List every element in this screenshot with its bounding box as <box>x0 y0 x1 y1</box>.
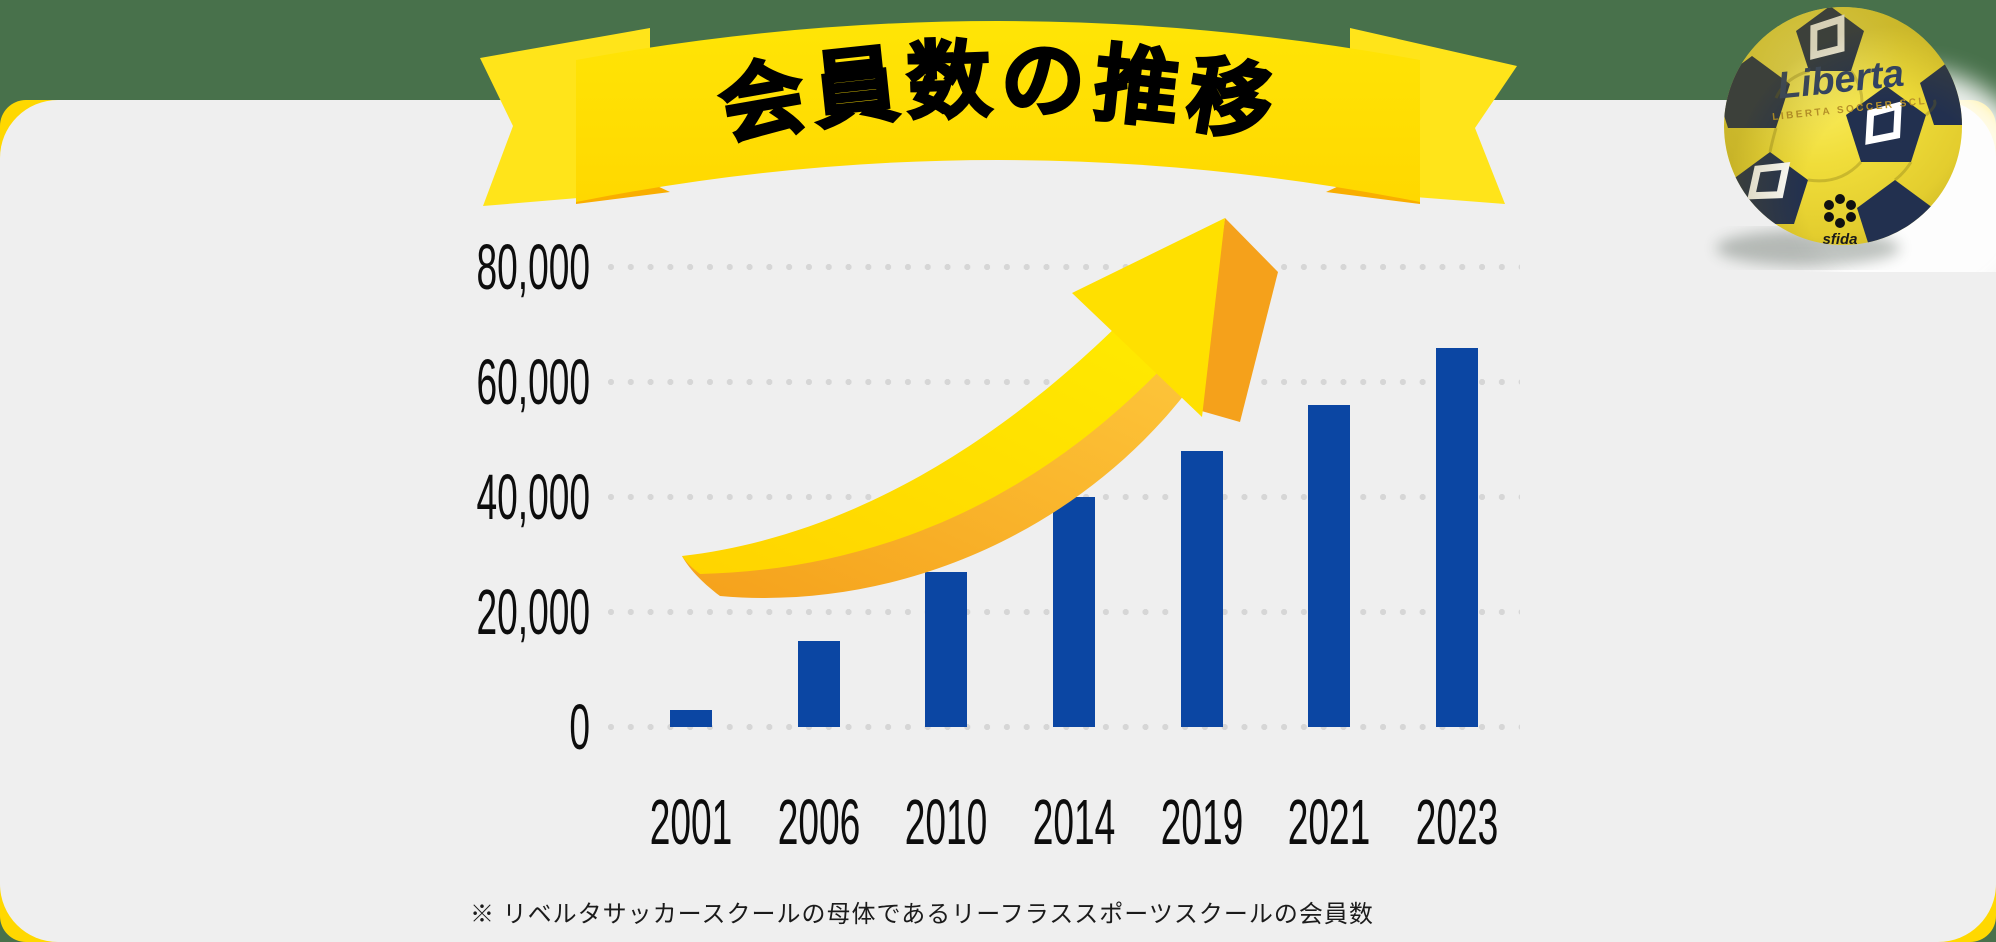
ball-shading <box>1724 7 1962 245</box>
y-axis-label-0: 0 <box>569 691 590 763</box>
soccer-ball: Liberta LIBERTA SOCCER SCL sfida <box>1716 7 1996 272</box>
x-axis-label-2001: 2001 <box>649 786 733 858</box>
bar-2023 <box>1436 347 1478 727</box>
gridline-0 <box>607 723 1520 731</box>
arrow-head <box>1072 218 1225 417</box>
x-axis-label-2010: 2010 <box>905 786 988 858</box>
y-axis-label-60000: 60,000 <box>476 346 590 418</box>
x-axis-label-2014: 2014 <box>1032 786 1116 858</box>
bar-2019 <box>1180 451 1223 727</box>
x-axis-label-2019: 2019 <box>1160 786 1243 858</box>
gridline-80000 <box>607 263 1520 271</box>
arrow-shaft <box>682 323 1163 574</box>
y-axis-label-20000: 20,000 <box>476 576 590 648</box>
x-axis-label-2023: 2023 <box>1415 786 1499 858</box>
footnote: ※ リベルタサッカースクールの母体であるリーフラススポーツスクールの会員数 <box>470 901 1374 928</box>
bar-2010 <box>925 571 968 727</box>
y-axis-label-40000: 40,000 <box>476 461 590 533</box>
ribbon-band <box>576 21 1420 202</box>
x-axis-label-2021: 2021 <box>1288 786 1371 858</box>
bar-2006 <box>797 640 840 727</box>
y-axis-label-80000: 80,000 <box>476 231 590 303</box>
x-axis-label-2006: 2006 <box>777 786 860 858</box>
ribbon-banner: 会員数の推移 <box>480 21 1517 206</box>
bar-2001 <box>670 709 712 727</box>
bar-2014 <box>1053 497 1095 727</box>
growth-arrow <box>682 218 1278 598</box>
bar-2021 <box>1308 405 1351 727</box>
